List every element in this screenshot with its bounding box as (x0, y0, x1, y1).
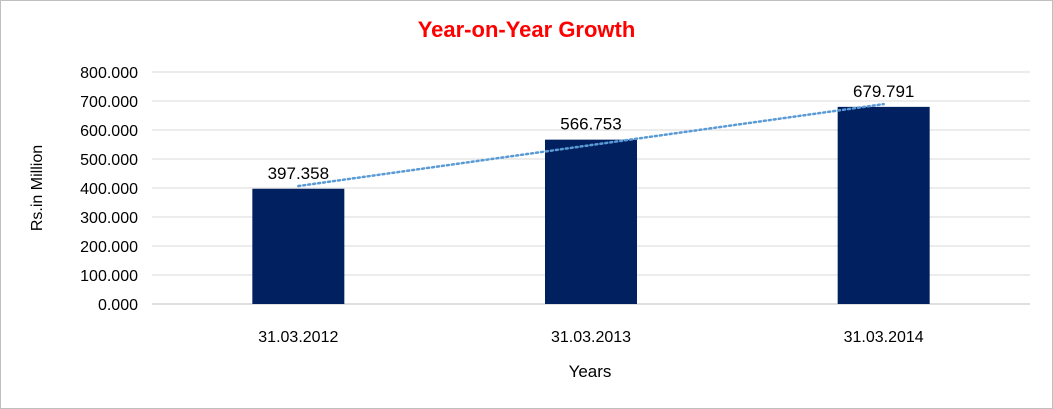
y-tick-label: 400.000 (80, 181, 138, 198)
y-tick-label: 200.000 (80, 239, 138, 256)
x-axis-ticks: 31.03.2012 31.03.2013 31.03.2014 (258, 329, 924, 346)
x-tick-label: 31.03.2012 (258, 329, 338, 346)
trendline (297, 102, 885, 188)
x-tick-label: 31.03.2013 (551, 329, 631, 346)
y-tick-label: 500.000 (80, 152, 138, 169)
bar (252, 188, 345, 304)
data-label: 566.753 (560, 115, 621, 134)
data-label: 397.358 (268, 164, 329, 183)
data-label: 679.791 (853, 82, 914, 101)
value-labels: 397.358 566.753 679.791 (268, 82, 915, 183)
bar (837, 106, 930, 304)
y-tick-label: 0.000 (98, 297, 138, 314)
y-tick-label: 800.000 (80, 65, 138, 82)
x-axis-label: Years (568, 362, 612, 381)
y-tick-label: 100.000 (80, 268, 138, 285)
y-tick-label: 300.000 (80, 210, 138, 227)
x-tick-label: 31.03.2014 (844, 329, 924, 346)
y-axis-ticks: 0.000 100.000 200.000 300.000 400.000 500.000… (80, 65, 138, 314)
bar (545, 139, 637, 304)
chart-title: Year-on-Year Growth (417, 17, 636, 42)
y-tick-label: 700.000 (80, 94, 138, 111)
y-tick-label: 600.000 (80, 123, 138, 140)
bars (252, 106, 930, 304)
trendline-group (297, 102, 885, 188)
